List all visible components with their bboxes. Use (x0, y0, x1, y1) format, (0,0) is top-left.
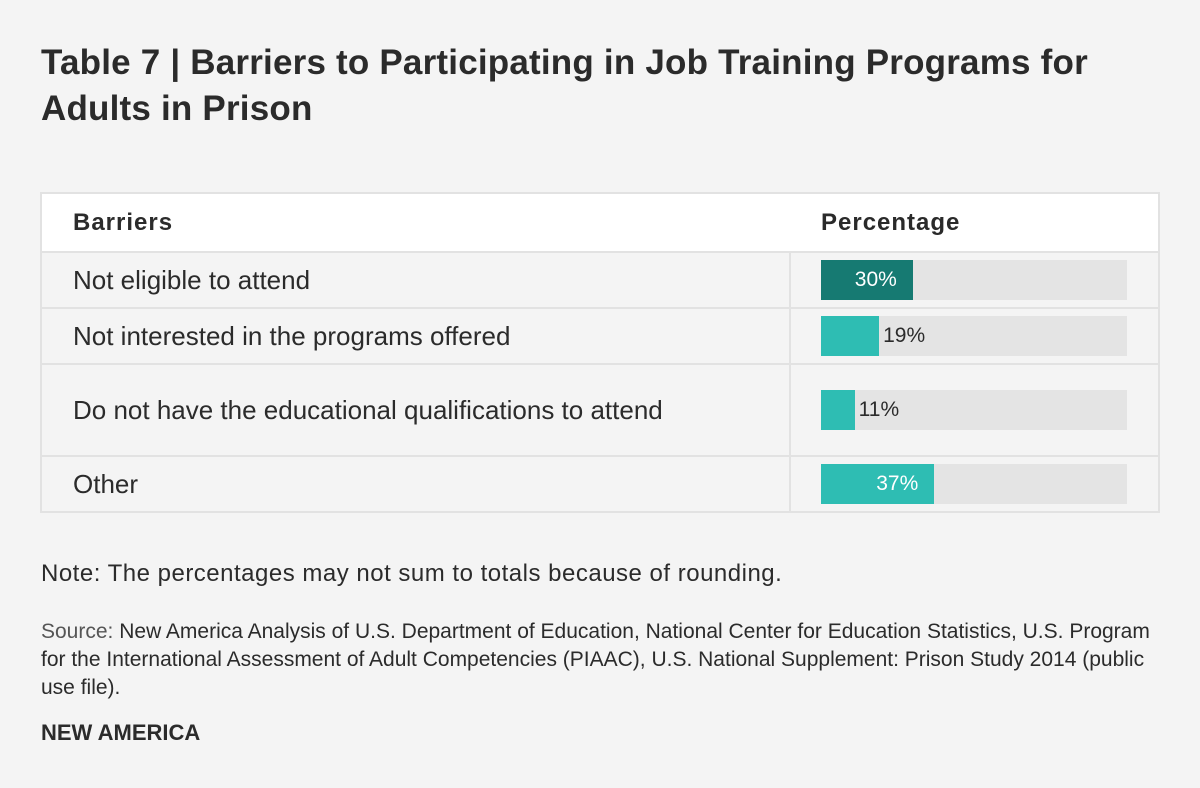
percentage-bar (821, 390, 855, 430)
percentage-cell: 30% (791, 253, 1158, 307)
barrier-label: Do not have the educational qualificatio… (42, 365, 791, 455)
chart-title: Table 7 | Barriers to Participating in J… (41, 43, 1088, 128)
table-row: Not eligible to attend 30% (42, 251, 1158, 307)
bar-track: 30% (821, 260, 1127, 300)
percentage-cell: 37% (791, 457, 1158, 511)
barriers-table: Barriers Percentage Not eligible to atte… (40, 192, 1160, 513)
percentage-bar (821, 260, 913, 300)
percentage-value-label: 37% (876, 472, 919, 495)
bar-track: 37% (821, 464, 1127, 504)
percentage-value-label: 30% (854, 268, 897, 291)
table-body: Not eligible to attend 30% Not interested … (42, 251, 1158, 511)
barrier-label: Not interested in the programs offered (42, 309, 791, 363)
percentage-value-label: 19% (883, 324, 926, 347)
percentage-bar (821, 464, 935, 504)
percentage-cell: 19% (791, 309, 1158, 363)
source-body: New America Analysis of U.S. Department … (41, 620, 1150, 699)
percentage-value-label: 11% (858, 398, 900, 421)
column-header-percentage: Percentage (821, 208, 961, 236)
table-row: Do not have the educational qualificatio… (42, 363, 1158, 455)
table-header-row: Barriers Percentage (42, 194, 1158, 251)
column-header-barriers: Barriers (73, 209, 174, 236)
bar-track: 11% (821, 390, 1127, 430)
bar-track: 19% (821, 316, 1127, 356)
source-text: Source: New America Analysis of U.S. Dep… (41, 618, 1161, 702)
percentage-bar (821, 316, 880, 356)
table-row: Not interested in the programs offered 19… (42, 307, 1158, 363)
brand-logo-text: NEW AMERICA (41, 720, 201, 745)
barrier-label: Other (42, 457, 791, 511)
barrier-label: Not eligible to attend (42, 253, 791, 307)
percentage-cell: 11% (791, 365, 1158, 455)
source-label: Source: (41, 620, 114, 643)
note-text: Note: The percentages may not sum to tot… (41, 560, 783, 587)
table-row: Other 37% (42, 455, 1158, 511)
